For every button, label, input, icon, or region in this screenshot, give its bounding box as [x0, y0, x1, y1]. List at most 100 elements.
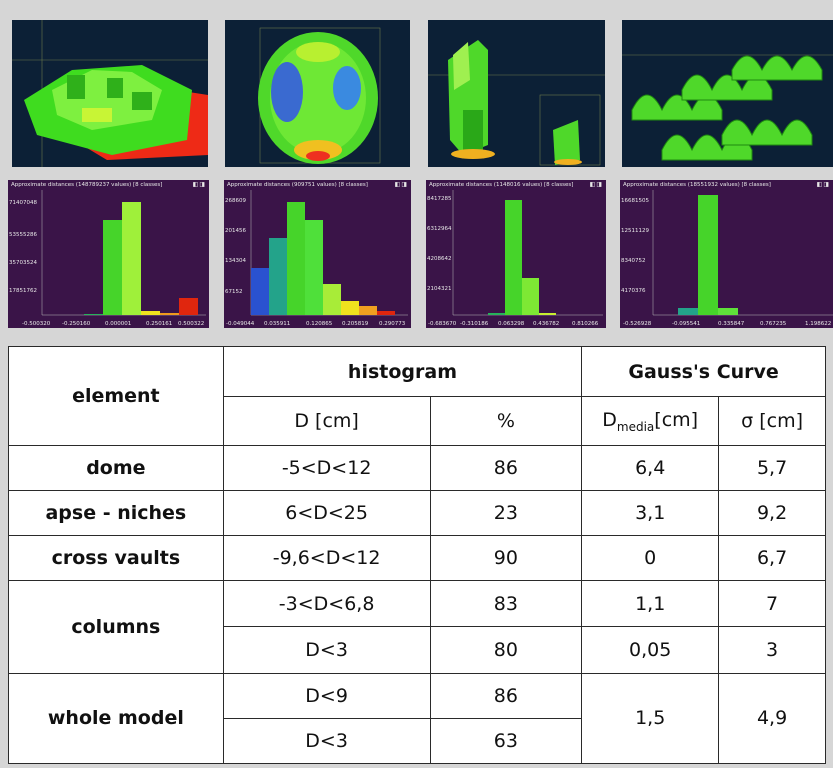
results-table: element histogram Gauss's Curve D [cm] %… [8, 345, 826, 765]
y-tick: 16681505 [621, 198, 649, 204]
histogram-chart-dome: 71407048 53555286 35703524 17851762 -0.5… [9, 190, 206, 327]
x-tick: 0.250161 [146, 321, 172, 327]
cell-dmedia: 3,1 [581, 489, 720, 537]
histogram-bar [103, 220, 122, 315]
x-tick: 0.000001 [105, 321, 131, 327]
y-tick: 8417285 [427, 196, 452, 202]
element-name: dome [8, 444, 224, 491]
window-controls-icon[interactable]: ◧◨ [589, 181, 603, 188]
cell-range: D<9 [222, 672, 431, 719]
table-row-whole-model: whole model D<9 86 1,5 4,9 [8, 672, 826, 765]
cell-range: D<3 [222, 626, 431, 674]
y-tick: 201456 [225, 228, 246, 234]
cell-dmedia: 0,05 [581, 626, 720, 674]
element-name: apse - niches [8, 489, 224, 537]
header-histogram: histogram [222, 345, 583, 398]
table-row-columns: D<3 80 0,05 3 [9, 626, 826, 674]
histogram-bar [179, 298, 198, 315]
y-tick: 4170376 [621, 288, 646, 294]
histogram-bar [251, 268, 269, 315]
cell-range: D<3 [222, 717, 431, 765]
x-tick: 0.335847 [718, 321, 745, 327]
x-tick: 0.035911 [264, 321, 290, 327]
y-tick: 17851762 [9, 288, 37, 294]
histogram-bar [678, 308, 698, 315]
render-vaults-image [428, 40, 605, 166]
x-tick: -0.250160 [62, 321, 91, 327]
element-name: cross vaults [8, 535, 224, 582]
y-tick: 35703524 [9, 260, 37, 266]
x-tick: 0.063298 [498, 321, 525, 327]
histogram-panel-dome: Approximate distances (148789237 values)… [8, 180, 209, 328]
render-vaults-panel [428, 20, 605, 167]
histogram-chart-vaults: 8417285 6312964 4208642 2104321 -0.68367… [427, 190, 603, 327]
cell-sigma: 6,7 [718, 535, 826, 582]
cell-sigma: 5,7 [718, 444, 826, 491]
histogram-bar [323, 284, 341, 315]
cell-dmedia: 6,4 [581, 444, 720, 491]
x-tick: -0.310186 [460, 321, 489, 327]
x-tick: 0.767235 [760, 321, 787, 327]
window-controls-icon[interactable]: ◧◨ [192, 181, 206, 188]
histogram-bar [377, 311, 395, 315]
table-row-dome: dome -5<D<12 86 6,4 5,7 [8, 444, 826, 491]
cell-dmedia: 0 [581, 535, 720, 582]
render-columns-panel [622, 20, 833, 167]
y-tick: 67152 [225, 289, 243, 295]
x-tick: 0.290773 [379, 321, 406, 327]
histogram-title: Approximate distances (18551932 values) … [623, 182, 771, 188]
window-controls-icon[interactable]: ◧◨ [816, 181, 830, 188]
histogram-bar [359, 306, 377, 315]
x-tick: 1.198622 [805, 321, 831, 327]
histogram-chart-apse: 268609 201456 134304 67152 -0.049044 0.0… [225, 190, 408, 327]
render-apse-image [258, 27, 381, 164]
histogram-bar [141, 311, 160, 315]
header-d: D [cm] [222, 396, 431, 446]
cell-dmedia: 1,1 [581, 580, 720, 628]
x-tick: -0.095541 [672, 321, 700, 327]
y-tick: 71407048 [9, 200, 37, 206]
x-tick: -0.049044 [226, 321, 255, 327]
histogram-title: Approximate distances (1148016 values) [… [429, 182, 574, 188]
cell-sigma: 4,9 [718, 672, 826, 765]
cell-percent: 80 [429, 626, 583, 674]
x-tick: -0.500320 [22, 321, 51, 327]
x-tick: 0.436782 [533, 321, 559, 327]
header-dmedia: Dmedia[cm] [581, 396, 720, 446]
table-row-apse: apse - niches 6<D<25 23 3,1 9,2 [8, 489, 826, 537]
histogram-bar [539, 313, 556, 315]
histogram-bar [522, 278, 539, 315]
y-tick: 8340752 [621, 258, 646, 264]
x-tick: 0.205819 [342, 321, 369, 327]
y-tick: 268609 [225, 198, 246, 204]
histogram-bar [341, 301, 359, 315]
x-tick: 0.120865 [306, 321, 333, 327]
cell-percent: 86 [429, 672, 583, 719]
cell-percent: 23 [429, 489, 583, 537]
histogram-title: Approximate distances (148789237 values)… [11, 182, 163, 188]
table-row-columns: columns -3<D<6,8 83 1,1 7 [8, 580, 826, 674]
render-columns-image [622, 54, 833, 161]
cell-dmedia: 1,5 [581, 672, 720, 765]
cell-range: -3<D<6,8 [222, 580, 431, 628]
y-tick: 2104321 [427, 286, 452, 292]
histogram-panel-vaults: Approximate distances (1148016 values) [… [426, 180, 606, 328]
histogram-bar [122, 202, 141, 315]
cell-percent: 86 [429, 444, 583, 491]
histogram-bar [305, 220, 323, 315]
histogram-bar [718, 308, 738, 315]
render-apse-panel [225, 20, 410, 167]
y-tick: 6312964 [427, 226, 452, 232]
cell-percent: 63 [429, 717, 583, 765]
header-percent: % [429, 396, 583, 446]
cell-percent: 90 [429, 535, 583, 582]
x-tick: -0.683670 [428, 321, 457, 327]
header-sigma: σ [cm] [718, 396, 826, 446]
histogram-bar [505, 200, 522, 315]
window-controls-icon[interactable]: ◧◨ [394, 181, 408, 188]
y-tick: 134304 [225, 258, 246, 264]
histogram-bar [269, 238, 287, 315]
histogram-bar [160, 313, 179, 315]
x-tick: 0.810266 [572, 321, 599, 327]
histogram-chart-columns: 16681505 12511129 8340752 4170376 -0.526… [621, 190, 833, 327]
